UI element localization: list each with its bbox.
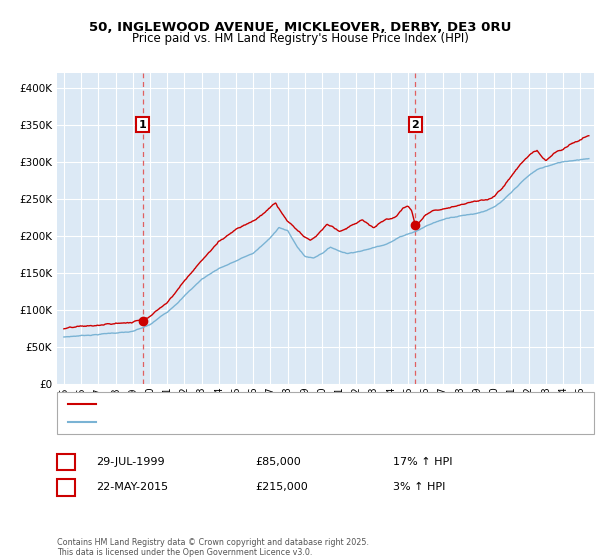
Text: HPI: Average price, detached house, City of Derby: HPI: Average price, detached house, City… [102, 417, 347, 427]
Text: 29-JUL-1999: 29-JUL-1999 [96, 457, 164, 467]
Text: 22-MAY-2015: 22-MAY-2015 [96, 482, 168, 492]
Text: £215,000: £215,000 [255, 482, 308, 492]
Text: 2: 2 [62, 482, 70, 492]
Text: 50, INGLEWOOD AVENUE, MICKLEOVER, DERBY, DE3 0RU: 50, INGLEWOOD AVENUE, MICKLEOVER, DERBY,… [89, 21, 511, 34]
Text: Price paid vs. HM Land Registry's House Price Index (HPI): Price paid vs. HM Land Registry's House … [131, 32, 469, 45]
Text: 17% ↑ HPI: 17% ↑ HPI [393, 457, 452, 467]
Text: 1: 1 [139, 120, 146, 129]
Text: 2: 2 [412, 120, 419, 129]
Text: 1: 1 [62, 457, 70, 467]
Text: £85,000: £85,000 [255, 457, 301, 467]
Text: 3% ↑ HPI: 3% ↑ HPI [393, 482, 445, 492]
Text: 50, INGLEWOOD AVENUE, MICKLEOVER, DERBY, DE3 0RU (detached house): 50, INGLEWOOD AVENUE, MICKLEOVER, DERBY,… [102, 399, 472, 409]
Text: Contains HM Land Registry data © Crown copyright and database right 2025.
This d: Contains HM Land Registry data © Crown c… [57, 538, 369, 557]
